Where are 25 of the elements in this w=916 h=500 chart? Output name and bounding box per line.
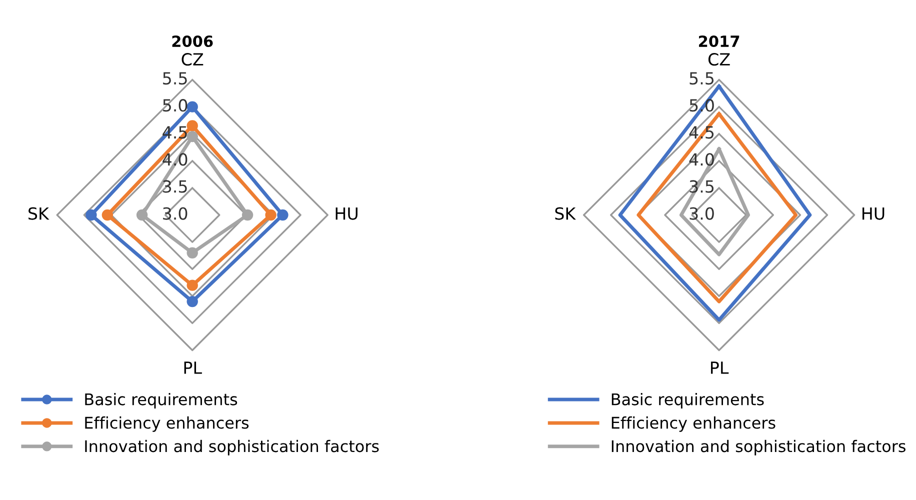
legend-label: Basic requirements [85,392,238,408]
y-tick-label: 3.0 [163,207,188,220]
chart-title: 2017 [699,35,740,48]
spoke-label: PL [184,362,202,374]
y-tick-label: 3.5 [163,180,187,193]
y-tick-label: 5.0 [163,99,188,112]
y-tick-label: 4.0 [689,153,714,166]
legend-label: Innovation and sophistication factors [85,440,379,456]
legend-label: Efficiency enhancers [612,416,776,432]
spoke-label: PL [711,362,729,374]
spoke-label: CZ [182,53,204,66]
spoke-label: SK [555,207,576,220]
spoke-label: SK [28,207,50,220]
y-tick-label: 3.5 [690,180,714,193]
legend-label: Basic requirements [612,392,764,408]
spoke-label: HU [336,207,358,220]
y-tick-label: 4.0 [162,153,188,166]
spoke-label: HU [862,207,884,220]
y-tick-label: 5.5 [163,72,187,85]
legend-label: Innovation and sophistication factors [612,440,906,456]
chart-title: 2006 [172,35,213,48]
spoke-label: CZ [708,53,730,66]
y-tick-label: 5.5 [690,72,714,85]
legend-label: Efficiency enhancers [85,416,249,432]
y-tick-label: 3.0 [690,207,714,220]
